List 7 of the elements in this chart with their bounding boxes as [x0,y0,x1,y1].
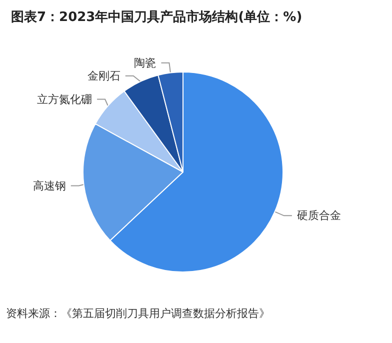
slice-label: 硬质合金 [296,209,341,222]
slice-label: 金刚石 [87,69,120,82]
chart-title: 图表7：2023年中国刀具产品市场结构(单位：%) [11,9,302,25]
slice-label: 高速钢 [32,179,66,192]
text: 资料来源：《第五届切削刀具用户调查数据分析报告》 [6,307,270,320]
slice-label: 立方氮化硼 [37,92,92,106]
slice-label: 陶瓷 [134,56,156,70]
